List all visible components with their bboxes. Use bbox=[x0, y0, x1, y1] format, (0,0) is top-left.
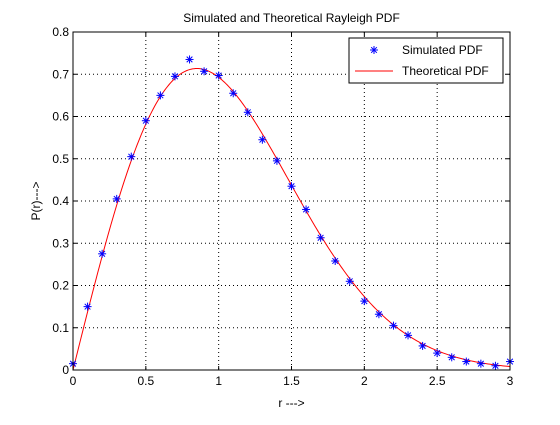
x-tick-label: 2 bbox=[361, 374, 368, 388]
legend-box bbox=[348, 37, 504, 84]
simulated-point bbox=[491, 361, 500, 370]
simulated-point bbox=[258, 135, 267, 144]
simulated-point bbox=[112, 194, 121, 203]
x-tick-label: 0.5 bbox=[137, 374, 154, 388]
plot-frame bbox=[72, 31, 511, 371]
x-tick-label: 0 bbox=[70, 374, 77, 388]
simulated-point bbox=[389, 321, 398, 330]
y-tick-labels: 0 0.1 0.2 0.3 0.4 0.5 0.6 0.7 0.8 bbox=[52, 25, 69, 377]
simulated-point bbox=[185, 55, 194, 64]
simulated-point bbox=[476, 359, 485, 368]
legend: Simulated PDF Theoretical PDF bbox=[348, 37, 504, 84]
simulated-series bbox=[69, 55, 514, 370]
simulated-point bbox=[243, 108, 252, 117]
simulated-point bbox=[141, 116, 150, 125]
legend-simulated-label: Simulated PDF bbox=[402, 43, 483, 57]
simulated-point bbox=[200, 67, 209, 76]
x-tick-label: 1.5 bbox=[283, 374, 300, 388]
y-tick-label: 0.5 bbox=[52, 152, 69, 166]
simulated-point bbox=[360, 297, 369, 306]
legend-theoretical-label: Theoretical PDF bbox=[402, 64, 489, 78]
x-tick-labels: 0 0.5 1 1.5 2 2.5 3 bbox=[70, 374, 514, 388]
y-tick-label: 0.1 bbox=[52, 321, 69, 335]
simulated-point bbox=[170, 72, 179, 81]
simulated-point bbox=[98, 249, 107, 258]
simulated-point bbox=[462, 357, 471, 366]
x-axis-label: r ---> bbox=[278, 396, 304, 410]
y-tick-label: 0.7 bbox=[52, 67, 69, 81]
simulated-point bbox=[214, 71, 223, 80]
simulated-point bbox=[127, 152, 136, 161]
simulated-point bbox=[156, 91, 165, 100]
legend-asterisk-icon bbox=[370, 46, 378, 54]
simulated-point bbox=[272, 156, 281, 165]
chart-title: Simulated and Theoretical Rayleigh PDF bbox=[183, 11, 400, 25]
y-tick-label: 0.3 bbox=[52, 236, 69, 250]
y-tick-label: 0.6 bbox=[52, 110, 69, 124]
simulated-point bbox=[302, 205, 311, 214]
simulated-point bbox=[404, 331, 413, 340]
simulated-point bbox=[287, 182, 296, 191]
simulated-point bbox=[83, 302, 92, 311]
simulated-point bbox=[447, 353, 456, 362]
x-tick-label: 1 bbox=[215, 374, 222, 388]
grid-lines bbox=[73, 32, 510, 370]
simulated-point bbox=[418, 341, 427, 350]
simulated-point bbox=[345, 277, 354, 286]
y-tick-label: 0.4 bbox=[52, 194, 69, 208]
x-tick-label: 3 bbox=[507, 374, 514, 388]
simulated-point bbox=[229, 89, 238, 98]
y-axis-label: P(r)---> bbox=[29, 182, 43, 221]
simulated-point bbox=[374, 310, 383, 319]
simulated-point bbox=[316, 233, 325, 242]
legend-simulated-marker bbox=[370, 46, 378, 54]
y-tick-label: 0 bbox=[62, 363, 69, 377]
x-tick-label: 2.5 bbox=[429, 374, 446, 388]
simulated-point bbox=[433, 349, 442, 358]
y-tick-label: 0.8 bbox=[52, 25, 69, 39]
y-tick-label: 0.2 bbox=[52, 279, 69, 293]
simulated-point bbox=[331, 256, 340, 265]
